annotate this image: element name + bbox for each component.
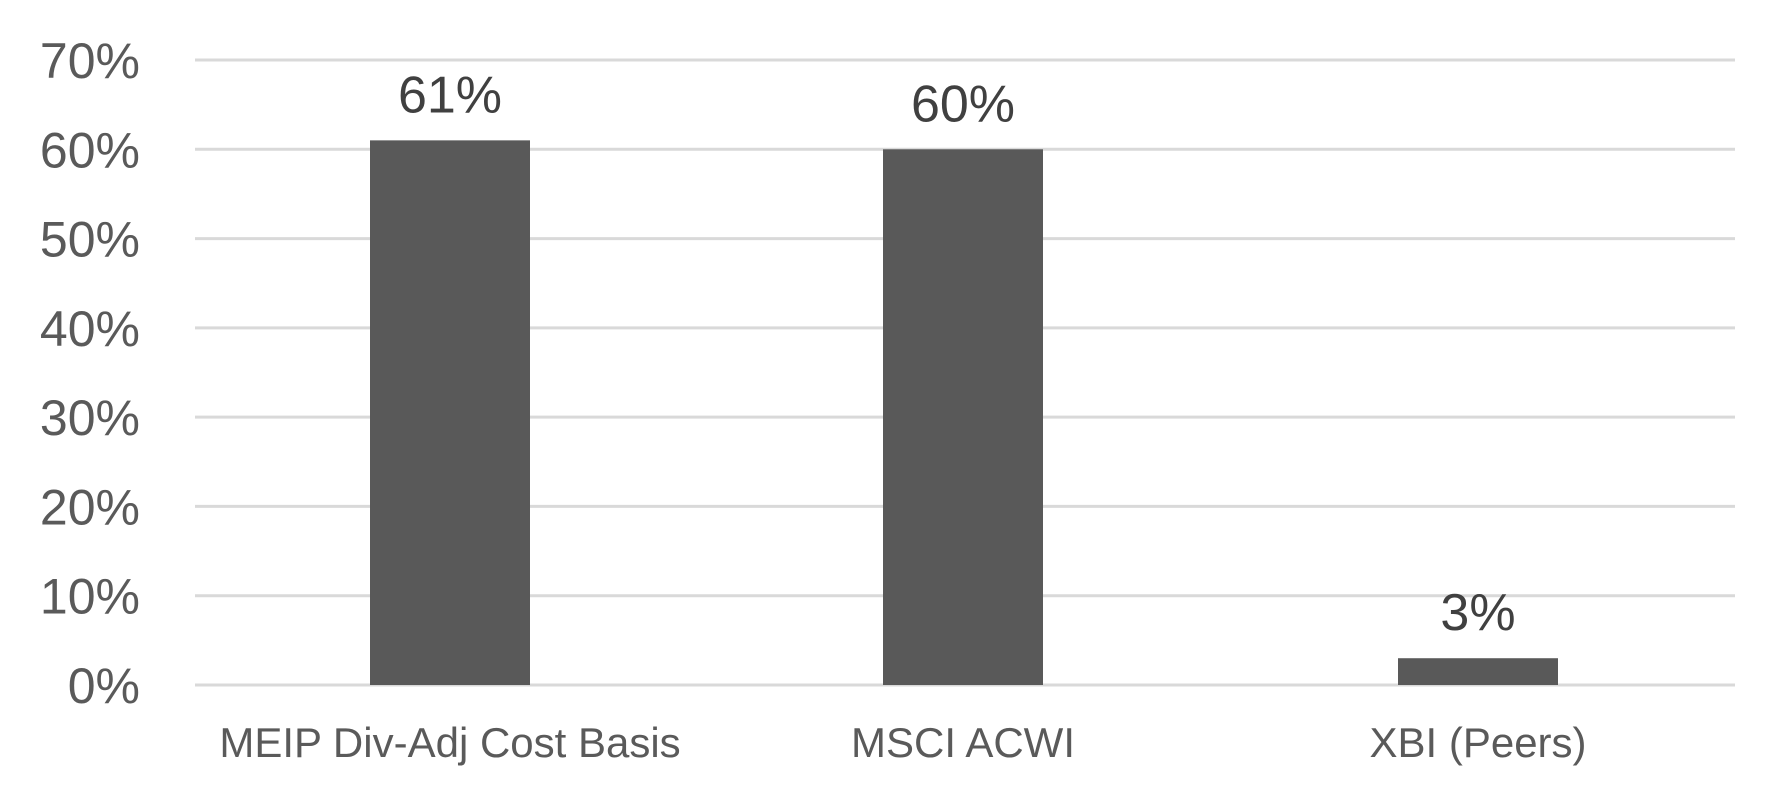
y-tick-label: 50% <box>40 212 140 268</box>
y-tick-label: 70% <box>40 33 140 89</box>
bar-1 <box>370 140 530 685</box>
data-labels: 61% 60% 3% <box>398 66 1516 642</box>
category-label: XBI (Peers) <box>1369 719 1586 766</box>
y-axis-tick-labels: 0% 10% 20% 30% 40% 50% 60% 70% <box>40 33 140 714</box>
y-tick-label: 0% <box>68 658 140 714</box>
data-label: 3% <box>1440 584 1515 642</box>
bar-3 <box>1398 658 1558 685</box>
data-label: 61% <box>398 66 502 124</box>
bars <box>370 140 1558 686</box>
category-label: MEIP Div-Adj Cost Basis <box>219 719 680 766</box>
data-label: 60% <box>911 75 1015 133</box>
x-axis-category-labels: MEIP Div-Adj Cost Basis MSCI ACWI XBI (Pee… <box>219 719 1586 766</box>
y-tick-label: 10% <box>40 569 140 625</box>
bar-2 <box>883 149 1043 686</box>
y-tick-label: 30% <box>40 390 140 446</box>
category-label: MSCI ACWI <box>851 719 1075 766</box>
y-tick-label: 40% <box>40 301 140 357</box>
y-tick-label: 60% <box>40 122 140 178</box>
y-tick-label: 20% <box>40 479 140 535</box>
